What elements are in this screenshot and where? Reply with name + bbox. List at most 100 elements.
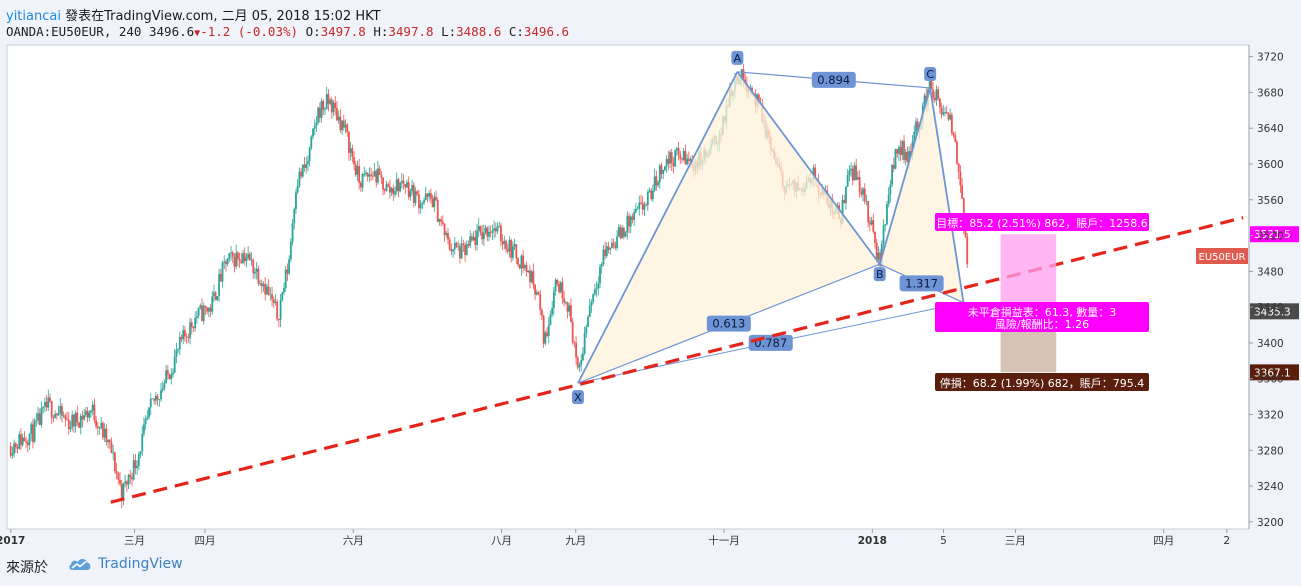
candle [942, 104, 945, 117]
author-link[interactable]: yitiancai [6, 9, 61, 24]
candle [389, 179, 391, 199]
candle-body [390, 188, 393, 193]
candle [638, 195, 641, 216]
candle-body [631, 216, 634, 220]
candle [35, 412, 38, 427]
candle-body [865, 201, 868, 202]
candle [144, 415, 147, 430]
candle [436, 197, 439, 222]
candle [184, 326, 186, 342]
candle-body [45, 401, 48, 408]
candle-body [250, 259, 253, 261]
candle-body [655, 176, 658, 186]
candle-body [563, 298, 566, 303]
candle [170, 368, 173, 385]
candle [378, 165, 381, 176]
candle [551, 300, 554, 318]
candle [898, 145, 900, 161]
candle-body [125, 481, 128, 485]
candle-body [139, 451, 142, 455]
candle [189, 317, 191, 345]
candle [956, 139, 958, 166]
candle [662, 169, 665, 180]
candle-body [315, 122, 318, 126]
candle [13, 439, 16, 458]
candle [510, 238, 513, 263]
candle [511, 241, 514, 261]
candle [494, 222, 497, 238]
candle [634, 203, 637, 214]
candle [131, 472, 133, 487]
candle [961, 178, 964, 200]
pivot-label-text: C [926, 68, 934, 81]
candle [452, 248, 455, 259]
candle [675, 146, 678, 156]
candle-body [595, 288, 598, 290]
candle [295, 188, 297, 214]
candle [95, 415, 98, 430]
candle [561, 277, 564, 305]
candle-body [366, 172, 369, 177]
candle-body [399, 182, 402, 192]
candle [76, 405, 79, 426]
candle [187, 333, 190, 344]
candle [470, 233, 473, 243]
candle [631, 213, 634, 224]
candle-body [66, 419, 68, 420]
y-tick-label: 3680 [1257, 87, 1284, 99]
candle-body [199, 305, 202, 308]
candle [158, 398, 161, 407]
candle-body [378, 168, 381, 175]
candle-body [465, 244, 468, 255]
candle-body [903, 141, 905, 161]
candle [358, 158, 361, 190]
candle-body [544, 332, 547, 344]
candle-body [850, 168, 852, 171]
candle [845, 186, 847, 210]
ratio-label-bd: 1.317 [899, 275, 944, 292]
candle [566, 301, 569, 319]
candle-body [409, 191, 412, 198]
candle [399, 181, 402, 193]
candle-body [646, 192, 649, 206]
candle-body [168, 374, 171, 379]
candle-body [848, 170, 851, 176]
candle-body [91, 404, 94, 411]
candle [115, 462, 118, 480]
candle-body [616, 236, 618, 249]
candle [88, 410, 91, 422]
candle-body [149, 398, 152, 408]
candle [206, 306, 209, 315]
candle-body [119, 479, 121, 484]
candle [858, 170, 861, 198]
candle [288, 255, 291, 276]
candle [305, 157, 308, 174]
candle-body [879, 252, 882, 267]
candle [552, 286, 555, 316]
x-tick-label: 九月 [565, 535, 586, 547]
candle [235, 244, 238, 269]
candle-body [530, 271, 533, 283]
symbol-tag-bg [1196, 248, 1248, 264]
candle [535, 289, 538, 296]
candle [141, 425, 144, 456]
candle [50, 400, 53, 425]
candle [16, 443, 19, 454]
candle [346, 122, 349, 137]
candle [457, 240, 460, 252]
candle [262, 281, 265, 292]
candle [153, 398, 156, 405]
candle [523, 263, 526, 271]
candle [259, 280, 261, 287]
candle-body [539, 294, 542, 310]
candle-body [288, 259, 291, 274]
candle-body [281, 292, 284, 301]
tradingview-logo[interactable]: TradingView [68, 556, 183, 572]
candle [117, 471, 120, 485]
candle-body [286, 269, 289, 274]
candle [677, 141, 680, 161]
y-tick-label: 3600 [1257, 159, 1284, 171]
candle [889, 180, 892, 203]
candle-body [76, 412, 79, 423]
